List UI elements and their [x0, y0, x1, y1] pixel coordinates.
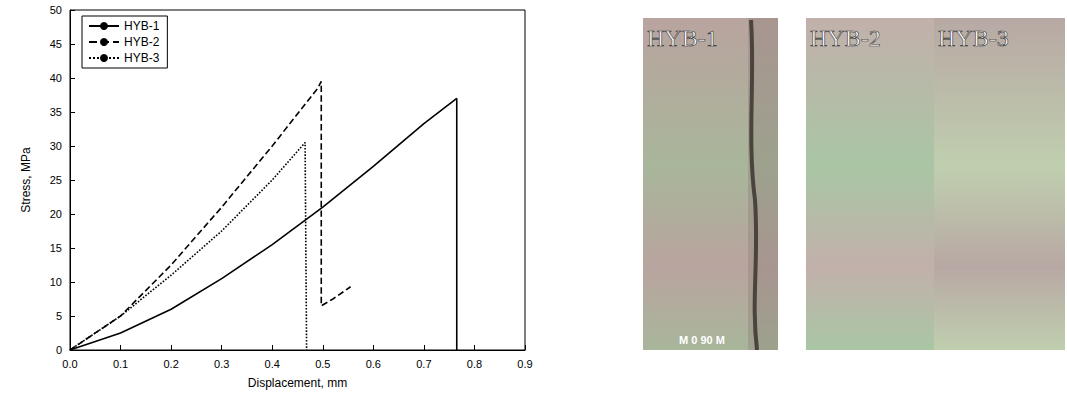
svg-text:35: 35 — [50, 106, 62, 118]
svg-text:15: 15 — [50, 242, 62, 254]
svg-text:0.2: 0.2 — [163, 358, 178, 370]
svg-text:0.7: 0.7 — [416, 358, 431, 370]
svg-text:0.1: 0.1 — [113, 358, 128, 370]
svg-text:5: 5 — [56, 310, 62, 322]
svg-text:40: 40 — [50, 72, 62, 84]
svg-text:HYB-3: HYB-3 — [124, 51, 160, 65]
svg-text:20: 20 — [50, 208, 62, 220]
svg-text:10: 10 — [50, 276, 62, 288]
svg-text:Stress, MPa: Stress, MPa — [19, 147, 33, 213]
svg-text:HYB-3: HYB-3 — [938, 25, 1009, 51]
svg-text:HYB-2: HYB-2 — [810, 25, 881, 51]
svg-text:30: 30 — [50, 140, 62, 152]
svg-text:HYB-1: HYB-1 — [124, 19, 160, 33]
svg-text:0.9: 0.9 — [517, 358, 532, 370]
svg-text:M 0 90 M: M 0 90 M — [679, 334, 725, 346]
svg-text:HYB-2: HYB-2 — [124, 35, 160, 49]
svg-text:25: 25 — [50, 174, 62, 186]
svg-text:Displacement, mm: Displacement, mm — [248, 376, 347, 390]
svg-text:0.6: 0.6 — [366, 358, 381, 370]
svg-text:0.8: 0.8 — [467, 358, 482, 370]
svg-text:50: 50 — [50, 4, 62, 16]
svg-text:0.5: 0.5 — [315, 358, 330, 370]
svg-text:45: 45 — [50, 38, 62, 50]
svg-text:0.3: 0.3 — [214, 358, 229, 370]
svg-text:0.0: 0.0 — [62, 358, 77, 370]
svg-text:0: 0 — [56, 344, 62, 356]
svg-text:0.4: 0.4 — [265, 358, 280, 370]
svg-text:HYB-1: HYB-1 — [647, 25, 718, 51]
